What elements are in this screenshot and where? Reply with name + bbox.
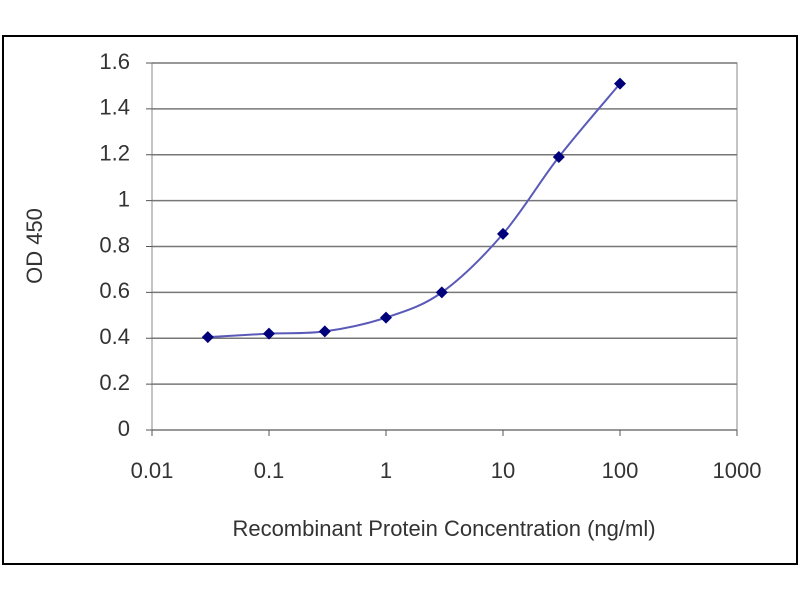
y-tick-label: 0.6: [99, 278, 130, 303]
data-point: [552, 151, 565, 164]
data-point: [435, 286, 448, 299]
x-tick-label: 0.01: [131, 458, 174, 483]
x-tick-label: 10: [491, 458, 515, 483]
data-point: [201, 331, 214, 344]
data-point: [380, 311, 392, 324]
y-tick-label: 0.4: [99, 324, 130, 349]
data-point: [497, 227, 509, 240]
y-tick-label: 0.8: [99, 232, 130, 257]
y-tick-label: 1.2: [99, 141, 130, 166]
x-tick-label: 0.1: [254, 458, 285, 483]
data-point: [263, 327, 275, 340]
y-tick-label: 0.2: [99, 370, 130, 395]
x-tick-label: 100: [602, 458, 639, 483]
data-point: [614, 77, 626, 90]
x-tick-label: 1000: [713, 458, 762, 483]
y-tick-label: 1: [118, 186, 130, 211]
y-tick-label: 1.4: [99, 95, 130, 120]
data-point: [318, 325, 331, 338]
x-axis-title: Recombinant Protein Concentration (ng/ml…: [232, 516, 655, 541]
y-tick-label: 1.6: [99, 49, 130, 74]
y-tick-label: 0: [118, 416, 130, 441]
x-tick-label: 1: [380, 458, 392, 483]
y-axis-title: OD 450: [22, 208, 47, 284]
